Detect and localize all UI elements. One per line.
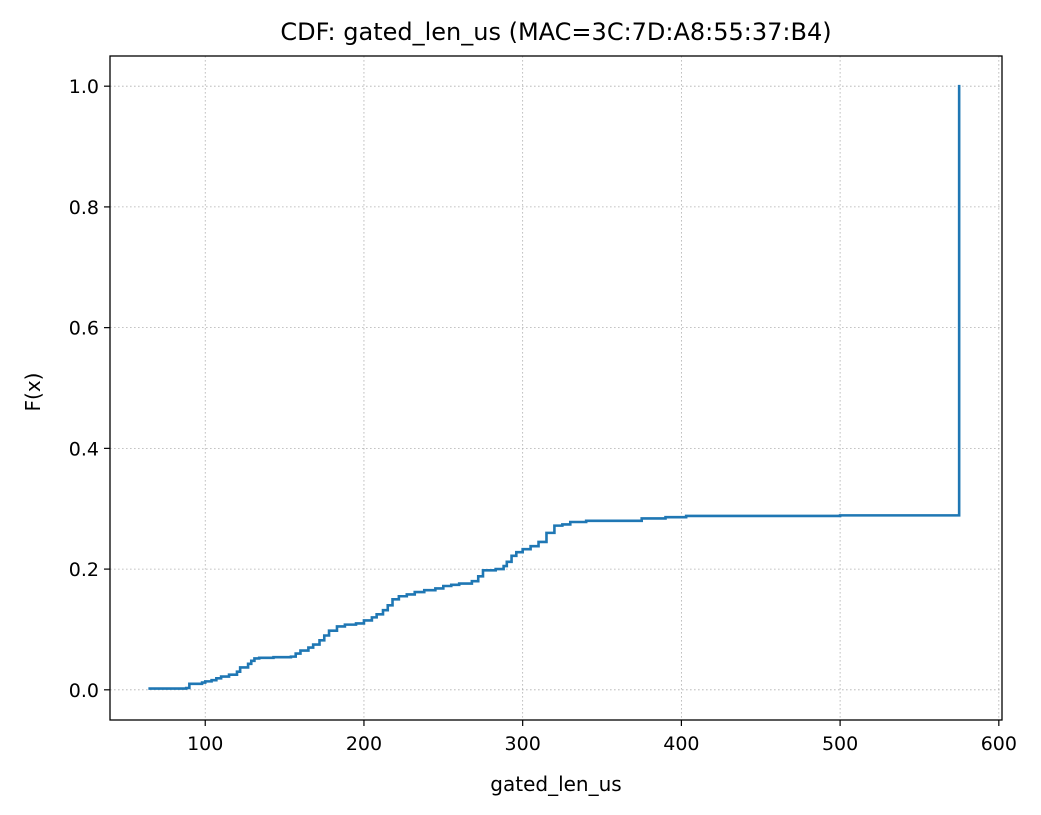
chart-title: CDF: gated_len_us (MAC=3C:7D:A8:55:37:B4… bbox=[280, 18, 831, 46]
axes-frame bbox=[109, 55, 1003, 721]
y-tick-label: 0.0 bbox=[69, 680, 99, 702]
series-layer bbox=[148, 84, 961, 690]
x-tick-label: 500 bbox=[822, 733, 858, 755]
x-tick-label: 200 bbox=[346, 733, 382, 755]
y-tick-label: 0.6 bbox=[69, 318, 99, 340]
ticks-layer: 100 200 300 400 500 600 0.0 0.2 0.4 0.6 0.8 1.0 bbox=[69, 76, 1017, 755]
x-tick-label: 400 bbox=[663, 733, 699, 755]
y-tick-label: 0.2 bbox=[69, 559, 99, 581]
x-tick-label: 600 bbox=[981, 733, 1017, 755]
x-axis-label: gated_len_us bbox=[490, 772, 621, 796]
y-axis-label: F(x) bbox=[21, 373, 45, 412]
y-tick-label: 0.8 bbox=[69, 197, 99, 219]
x-tick-label: 300 bbox=[505, 733, 541, 755]
y-tick-label: 1.0 bbox=[69, 76, 99, 98]
cdf-series-line bbox=[148, 84, 961, 690]
y-tick-label: 0.4 bbox=[69, 438, 99, 460]
x-tick-label: 100 bbox=[187, 733, 223, 755]
grid-layer bbox=[110, 56, 1002, 720]
